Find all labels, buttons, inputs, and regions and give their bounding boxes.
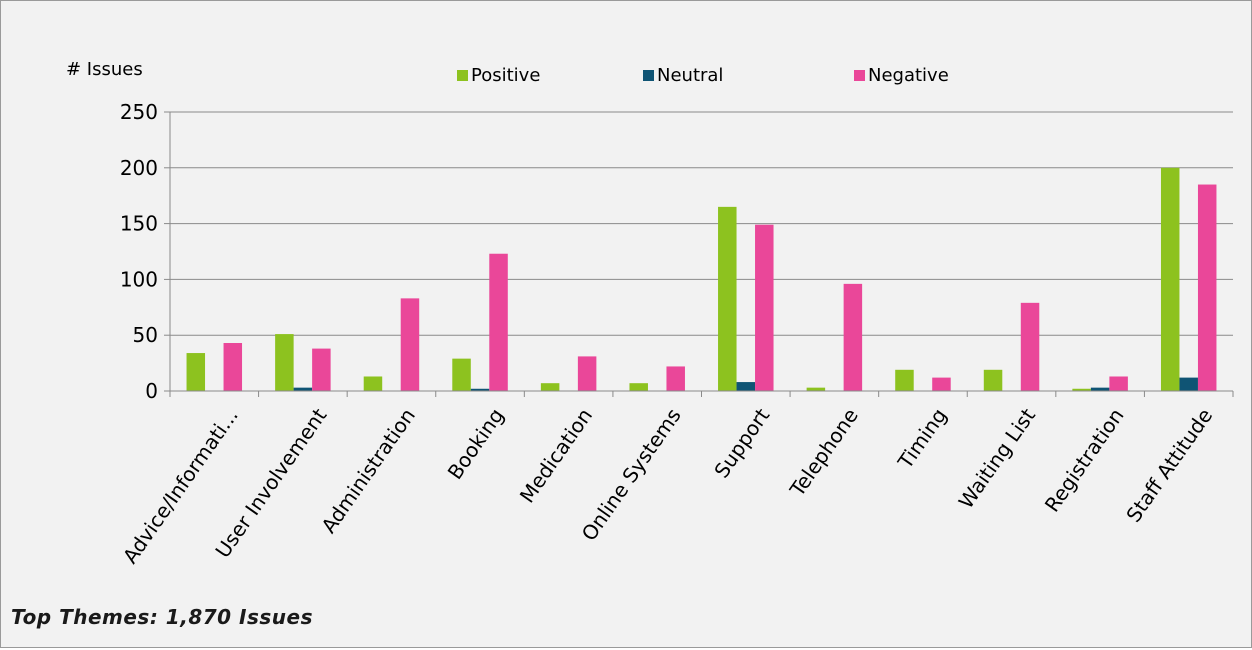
legend: Positive Neutral Negative <box>457 65 949 86</box>
legend-swatch-negative <box>854 70 865 81</box>
x-tick-label: Waiting List <box>954 404 1041 513</box>
bar-neutral <box>1090 387 1110 391</box>
gridlines <box>170 111 1233 336</box>
x-tick-label: Online Systems <box>577 404 686 545</box>
bar-positive <box>1160 167 1180 391</box>
x-tick-labels: Advice/Informati...User InvolvementAdmin… <box>118 404 1217 568</box>
legend-swatch-positive <box>457 70 468 81</box>
bar-positive <box>363 376 383 391</box>
legend-swatch-neutral <box>643 70 654 81</box>
y-tick-label: 50 <box>133 323 158 347</box>
bar-negative <box>400 298 420 391</box>
bar-positive <box>186 353 206 391</box>
x-tick-label: Support <box>709 404 774 483</box>
bar-negative <box>312 348 331 391</box>
x-tick-label: Staff Attitude <box>1121 404 1217 527</box>
chart-caption: Top Themes: 1,870 Issues <box>11 605 313 629</box>
bar-negative <box>223 343 243 391</box>
bar-negative <box>932 377 951 391</box>
y-tick-labels: 0 50 100 150 200 250 <box>120 100 158 403</box>
y-tick-label: 200 <box>120 156 158 180</box>
bar-positive <box>540 383 560 391</box>
bar-positive <box>1072 388 1091 391</box>
bar-neutral <box>293 387 313 391</box>
y-axis-label: # Issues <box>66 59 143 80</box>
bar-negative <box>1197 184 1217 391</box>
bar-negative <box>1020 302 1040 391</box>
x-tick-label: Registration <box>1040 404 1129 517</box>
bar-negative <box>489 253 508 391</box>
axes <box>164 111 1234 397</box>
bar-positive <box>983 369 1003 391</box>
legend-label-positive: Positive <box>471 65 540 86</box>
y-tick-label: 100 <box>120 267 158 291</box>
x-tick-label: Timing <box>893 404 952 474</box>
bar-negative <box>843 283 863 391</box>
bar-negative <box>755 224 774 391</box>
bar-negative <box>577 356 597 391</box>
bar-positive <box>275 334 294 391</box>
bar-negative <box>1109 376 1128 391</box>
bar-positive <box>718 206 737 391</box>
bar-positive <box>452 358 471 391</box>
y-tick-label: 0 <box>145 379 158 403</box>
x-tick-label: Telephone <box>784 404 862 502</box>
legend-label-negative: Negative <box>868 65 949 86</box>
bar-positive <box>895 369 914 391</box>
y-tick-label: 250 <box>120 100 158 124</box>
bar-negative <box>666 366 685 391</box>
y-tick-label: 150 <box>120 212 158 236</box>
x-tick-label: Administration <box>316 404 420 538</box>
bar-positive <box>806 387 826 391</box>
legend-label-neutral: Neutral <box>657 65 723 86</box>
bar-neutral <box>1179 377 1198 391</box>
bars <box>186 167 1217 391</box>
bar-neutral <box>736 382 756 391</box>
bar-neutral <box>470 388 490 391</box>
bar-positive <box>629 383 648 391</box>
x-tick-label: Booking <box>443 404 509 484</box>
x-tick-label: Medication <box>515 404 597 507</box>
